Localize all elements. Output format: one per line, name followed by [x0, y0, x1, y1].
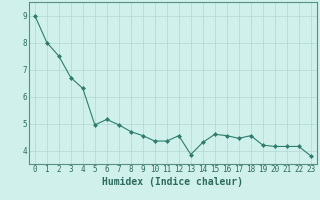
X-axis label: Humidex (Indice chaleur): Humidex (Indice chaleur) — [102, 177, 243, 187]
